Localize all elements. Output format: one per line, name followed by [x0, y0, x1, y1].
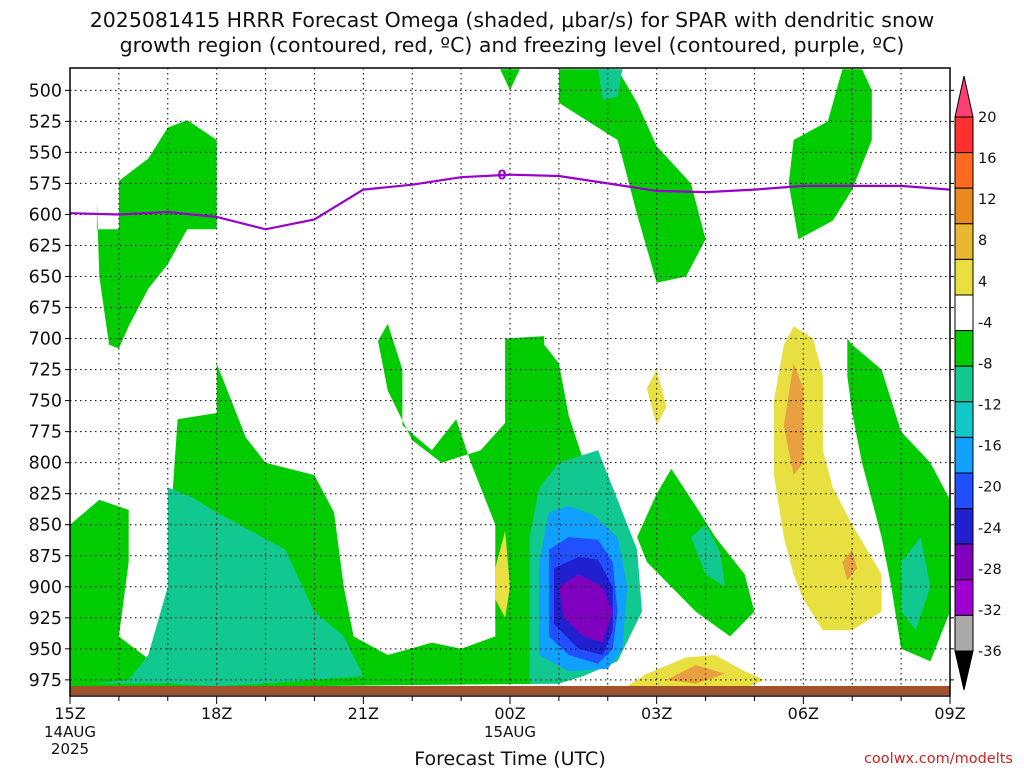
colorbar-cell [954, 116, 974, 154]
y-tick-label: 750 [29, 392, 62, 412]
colorbar-cell [954, 436, 974, 474]
y-tick-label: 725 [29, 361, 62, 381]
colorbar-label: 16 [978, 151, 996, 167]
omega-region-21 [842, 549, 858, 581]
y-tick-label: 800 [29, 454, 62, 474]
chart-title-line-2: growth region (contoured, red, ºC) and f… [120, 33, 905, 57]
omega-region-16 [495, 530, 510, 618]
colorbar-cell [954, 614, 974, 652]
colorbar-label: -8 [978, 356, 992, 372]
x-date-label: 14AUG [44, 723, 96, 741]
x-tick-label: 21Z [348, 704, 379, 723]
y-tick-label: 500 [29, 81, 62, 101]
omega-region-20 [783, 363, 804, 476]
colorbar-cell [954, 223, 974, 260]
omega-region-11 [901, 537, 931, 631]
y-tick-label: 850 [29, 516, 62, 536]
y-tick-label: 825 [29, 485, 62, 505]
x-date-label: 2025 [51, 740, 89, 758]
colorbar-cell [954, 579, 974, 616]
colorbar-label: -28 [978, 562, 1002, 578]
colorbar-cell [954, 152, 974, 189]
colorbar-label: -24 [978, 521, 1002, 537]
colorbar-cell [954, 330, 974, 367]
colorbar-top-arrow [954, 75, 974, 118]
freezing-level: 0 [69, 169, 951, 231]
colorbar-label: -16 [978, 439, 1002, 455]
x-tick-label: 06Z [788, 704, 819, 723]
y-tick-label: 550 [29, 143, 62, 163]
omega-region-7 [598, 69, 623, 101]
colorbar-label: 20 [978, 110, 996, 126]
colorbar-cell [954, 472, 974, 510]
omega-region-5 [788, 69, 872, 240]
credit-text: coolwx.com/modelts [864, 751, 1013, 767]
chart-title-line-1: 2025081415 HRRR Forecast Omega (shaded, … [90, 8, 935, 32]
x-tick-label: 09Z [934, 704, 965, 723]
colorbar-label: 12 [978, 192, 996, 208]
y-tick-label: 625 [29, 236, 62, 256]
colorbar-cell [954, 187, 974, 225]
omega-region-17 [646, 369, 667, 426]
y-tick-label: 525 [29, 112, 62, 132]
omega-region-0 [96, 120, 217, 349]
y-tick-label: 675 [29, 299, 62, 319]
omega-region-8 [94, 487, 364, 687]
x-axis-label: Forecast Time (UTC) [414, 748, 605, 768]
colorbar-cell [954, 401, 974, 438]
terrain-band [70, 686, 950, 695]
omega-region-3 [558, 69, 706, 283]
colorbar-cell [954, 365, 974, 403]
colorbar-cell [954, 543, 974, 581]
colorbar-label: -20 [978, 480, 1002, 496]
x-tick-label: 18Z [201, 704, 232, 723]
omega-region-4 [637, 468, 755, 637]
colorbar: 20 16 12 8 4 -4 -8 -12 -16 -20 -24 -28 -32 -36 [954, 75, 1002, 691]
colorbar-cell [954, 258, 974, 296]
omega-region-15 [558, 574, 613, 643]
y-tick-label: 975 [29, 671, 62, 691]
x-tick-label: 15Z [54, 704, 85, 723]
y-tick-label: 950 [29, 640, 62, 660]
colorbar-cell [954, 294, 974, 332]
omega-region-2 [500, 69, 520, 91]
colorbar-label: -4 [978, 315, 992, 331]
y-axis: 500 525 550 575 600 625 650 675 700 725 750 775 800 8… [29, 81, 954, 691]
colorbar-bottom-arrow [954, 650, 974, 691]
y-tick-label: 875 [29, 547, 62, 567]
grid [70, 68, 950, 696]
colorbar-label: -36 [978, 644, 1002, 660]
y-tick-label: 575 [29, 174, 62, 194]
y-tick-label: 650 [29, 268, 62, 288]
y-tick-label: 600 [29, 205, 62, 225]
x-tick-label: 00Z [494, 704, 525, 723]
colorbar-label: -12 [978, 398, 1002, 414]
colorbar-label: 4 [978, 274, 987, 290]
x-date-label: 15AUG [484, 723, 536, 741]
colorbar-cell [954, 508, 974, 545]
freezing-level-line [69, 173, 951, 231]
omega-regions [70, 69, 950, 690]
x-tick-label: 03Z [641, 704, 672, 723]
y-tick-label: 775 [29, 423, 62, 443]
y-tick-label: 925 [29, 609, 62, 629]
y-tick-label: 700 [29, 330, 62, 350]
omega-region-10 [690, 524, 726, 587]
freezing-level-label: 0 [497, 169, 506, 184]
y-tick-label: 900 [29, 578, 62, 598]
omega-region-22 [666, 665, 726, 684]
colorbar-label: -32 [978, 603, 1002, 619]
colorbar-label: 8 [978, 233, 987, 249]
